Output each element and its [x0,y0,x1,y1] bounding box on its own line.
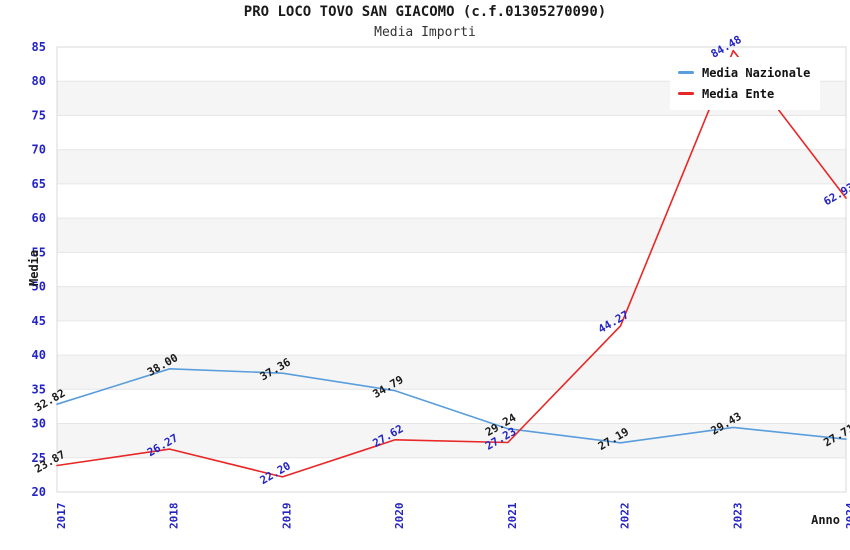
y-tick-label: 75 [32,108,46,122]
grid-band [57,218,846,253]
x-tick-label: 2019 [280,503,293,530]
x-axis-title: Anno [811,513,840,527]
grid-band [57,286,846,321]
data-label: 22.20 [258,459,293,487]
y-tick-label: 80 [32,74,46,88]
y-tick-label: 50 [32,280,46,294]
legend-line-swatch-nazionale-icon [678,71,694,74]
plot-border [56,46,847,493]
x-tick-label: 2018 [168,503,181,530]
y-tick-label: 65 [32,177,46,191]
y-tick-label: 85 [32,40,46,54]
legend-item-media-nazionale[interactable]: Media Nazionale [678,62,810,83]
grid-band [57,355,846,390]
x-tick-label: 2017 [55,503,68,530]
chart-subtitle: Media Importi [374,25,476,40]
series-line-media-nazionale [56,367,847,444]
y-tick-label: 45 [32,314,46,328]
x-tick-label: 2020 [393,503,406,530]
y-axis-title: Media [27,250,41,286]
y-tick-label: 20 [32,485,46,499]
y-tick-label: 30 [32,417,46,431]
y-tick-label: 55 [32,245,46,259]
y-tick-label: 25 [32,451,46,465]
legend-label-media-ente: Media Ente [702,86,775,101]
y-tick-label: 70 [32,143,46,157]
legend-line-swatch-ente-icon [678,92,694,95]
legend-item-media-ente[interactable]: Media Ente [678,83,810,104]
grid-band [57,149,846,184]
x-tick-label: 2023 [731,503,744,530]
x-tick-label: 2024 [844,502,850,529]
y-tick-label: 60 [32,211,46,225]
x-tick-label: 2022 [619,503,632,530]
x-tick-label: 2021 [506,502,519,529]
legend-label-media-nazionale: Media Nazionale [702,65,811,80]
y-tick-label: 35 [32,382,46,396]
y-tick-label: 40 [32,348,46,362]
legend: Media Nazionale Media Ente [670,57,821,110]
chart-title: PRO LOCO TOVO SAN GIACOMO (c.f.013052700… [243,4,607,20]
